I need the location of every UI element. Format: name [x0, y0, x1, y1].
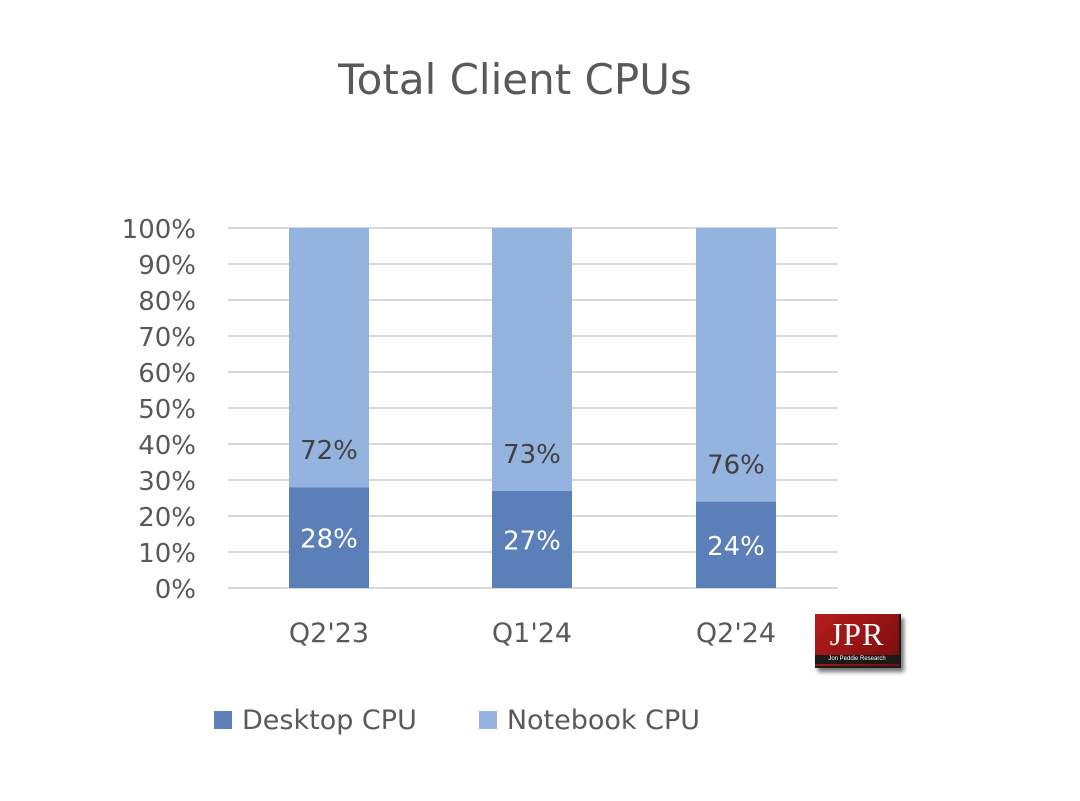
legend-item-desktop[interactable]: Desktop CPU	[214, 705, 417, 736]
legend-item-notebook[interactable]: Notebook CPU	[478, 704, 701, 736]
jpr-logo-text: JPR	[829, 616, 885, 652]
x-tick-label: Q2'24	[696, 618, 776, 649]
y-tick-label: 30%	[138, 467, 196, 497]
data-label: 24%	[707, 532, 765, 562]
y-tick-label: 40%	[138, 431, 196, 461]
x-tick-label: Q1'24	[492, 618, 572, 649]
data-label: 28%	[300, 525, 358, 555]
y-tick-label: 90%	[138, 251, 196, 281]
legend-swatch-desktop	[214, 711, 232, 729]
y-tick-label: 60%	[138, 359, 196, 389]
data-label: 73%	[503, 440, 561, 470]
jpr-logo-subtext: Jon Peddie Research	[815, 655, 899, 664]
data-label: 76%	[707, 451, 765, 481]
y-tick-label: 100%	[122, 215, 196, 245]
legend-label-desktop: Desktop CPU	[242, 704, 417, 736]
bar-desktop	[289, 487, 369, 588]
legend-label-notebook: Notebook CPU	[506, 704, 701, 736]
chart-title: Total Client CPUs	[338, 55, 692, 104]
x-tick-label: Q2'23	[289, 618, 369, 649]
data-label: 72%	[300, 436, 358, 466]
legend-swatch-notebook	[478, 711, 497, 729]
bar-desktop	[696, 501, 776, 588]
y-tick-label: 0%	[155, 575, 196, 605]
bar-notebook	[289, 228, 369, 488]
y-tick-label: 80%	[138, 287, 196, 317]
bar-desktop	[492, 490, 572, 588]
y-tick-label: 20%	[138, 503, 196, 533]
y-tick-label: 70%	[138, 323, 196, 353]
legend: Desktop CPU Notebook CPU	[214, 700, 762, 740]
jpr-logo: JPR Jon Peddie Research	[815, 614, 901, 668]
data-label: 27%	[503, 526, 561, 556]
bar-notebook	[696, 228, 776, 502]
bar-notebook	[492, 228, 572, 491]
y-tick-label: 10%	[138, 539, 196, 569]
y-tick-label: 50%	[138, 395, 196, 425]
